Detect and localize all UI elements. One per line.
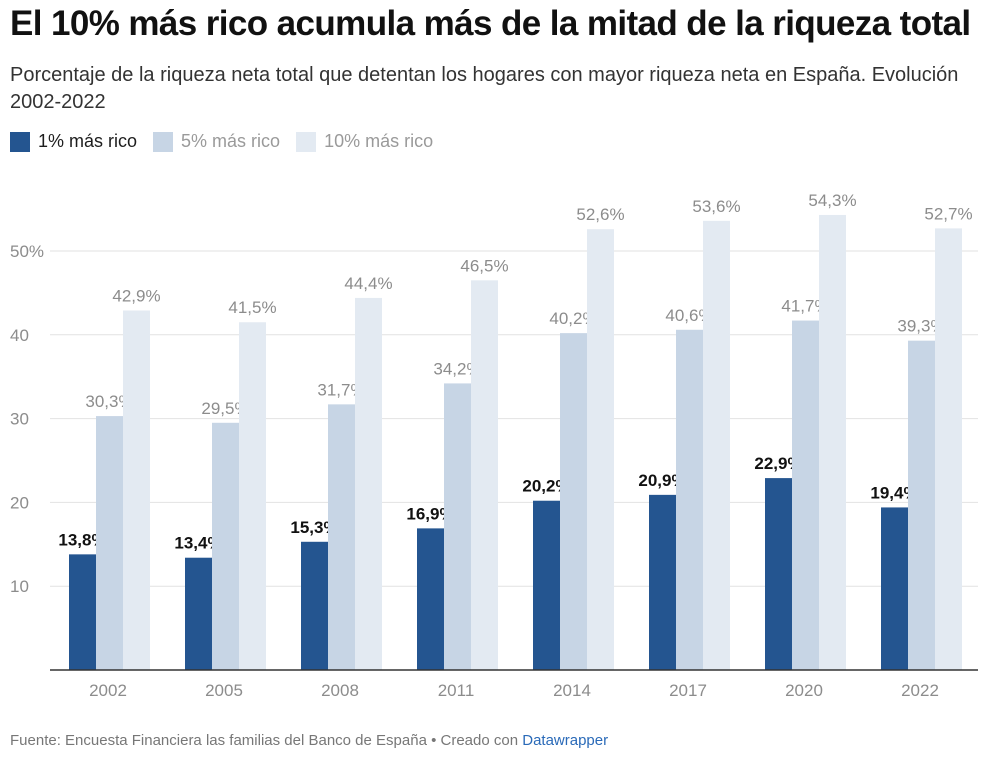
data-label: 40,6% <box>665 306 713 325</box>
footer-source: Fuente: Encuesta Financiera las familias… <box>10 732 427 749</box>
bar <box>935 228 962 670</box>
data-label: 29,5% <box>201 399 249 418</box>
footer: Fuente: Encuesta Financiera las familias… <box>10 732 608 749</box>
legend-swatch-5pct <box>153 131 174 152</box>
bar <box>444 383 471 670</box>
data-label: 13,4% <box>174 534 222 553</box>
bar <box>69 554 96 670</box>
bar <box>355 297 382 670</box>
x-tick-label: 2014 <box>553 681 591 700</box>
x-tick-label: 2005 <box>205 681 243 700</box>
y-tick-label: 10 <box>10 577 29 596</box>
data-label: 54,3% <box>808 191 856 210</box>
data-label: 40,2% <box>549 309 597 328</box>
chart-subtitle: Porcentaje de la riqueza neta total que … <box>10 64 959 113</box>
x-tick-label: 2011 <box>438 681 475 700</box>
legend: 1% más rico 5% más rico 10% más rico <box>10 131 449 152</box>
data-label: 19,4% <box>870 483 918 502</box>
data-label: 20,9% <box>638 471 686 490</box>
bar <box>185 557 212 670</box>
legend-swatch-1pct <box>10 131 30 152</box>
legend-item-1pct: 1% más rico <box>10 131 137 152</box>
data-label: 42,9% <box>112 286 160 305</box>
legend-item-10pct: 10% más rico <box>296 131 433 152</box>
data-label: 22,9% <box>754 454 802 473</box>
footer-separator: • <box>426 732 441 749</box>
bar <box>417 528 444 670</box>
y-tick-label: 40 <box>10 326 29 345</box>
x-tick-label: 2002 <box>89 681 127 700</box>
footer-created: Creado con <box>440 732 523 749</box>
bar <box>560 333 587 670</box>
chart-title: El 10% más rico acumula más de la mitad … <box>10 4 971 43</box>
x-tick-label: 2008 <box>321 681 359 700</box>
y-tick-label: 20 <box>10 493 29 512</box>
data-label: 39,3% <box>897 317 945 336</box>
bar <box>765 478 792 670</box>
bar <box>96 416 123 670</box>
data-label: 41,7% <box>781 297 829 316</box>
bar <box>239 322 266 670</box>
bar <box>819 214 846 670</box>
data-label: 52,7% <box>924 204 972 223</box>
x-tick-label: 2022 <box>901 681 939 700</box>
legend-label-5pct: 5% más rico <box>181 131 281 151</box>
data-label: 44,4% <box>344 274 392 293</box>
bar <box>212 422 239 670</box>
bar <box>328 404 355 670</box>
x-tick-label: 2020 <box>785 681 823 700</box>
bar <box>676 329 703 670</box>
bar <box>301 541 328 670</box>
legend-label-10pct: 10% más rico <box>324 131 434 151</box>
data-label: 34,2% <box>433 359 481 378</box>
bar <box>587 229 614 670</box>
bar-chart: 10 20 30 40 50% 13,8% 30,3% 42,9% 2002 13,4% 29,5%… <box>10 191 978 700</box>
data-label: 46,5% <box>460 256 508 275</box>
data-label: 53,6% <box>692 197 740 216</box>
data-label: 52,6% <box>576 205 624 224</box>
bar <box>881 507 908 670</box>
data-label: 16,9% <box>406 504 454 523</box>
data-label: 30,3% <box>85 392 133 411</box>
legend-swatch-10pct <box>296 131 317 152</box>
bar <box>649 494 676 670</box>
bar <box>533 500 560 670</box>
y-tick-label: 50% <box>10 242 44 261</box>
x-tick-label: 2017 <box>669 681 707 700</box>
datawrapper-link[interactable]: Datawrapper <box>522 732 609 749</box>
bar <box>471 280 498 670</box>
data-label: 41,5% <box>228 298 276 317</box>
bar <box>908 340 935 670</box>
data-label: 13,8% <box>58 530 106 549</box>
data-label: 15,3% <box>290 518 338 537</box>
y-tick-label: 30 <box>10 410 29 429</box>
data-label: 20,2% <box>522 477 570 496</box>
data-label: 31,7% <box>317 380 365 399</box>
bar <box>703 220 730 670</box>
legend-label-1pct: 1% más rico <box>38 131 138 151</box>
legend-item-5pct: 5% más rico <box>153 131 280 152</box>
bar <box>792 320 819 670</box>
bar <box>123 310 150 670</box>
